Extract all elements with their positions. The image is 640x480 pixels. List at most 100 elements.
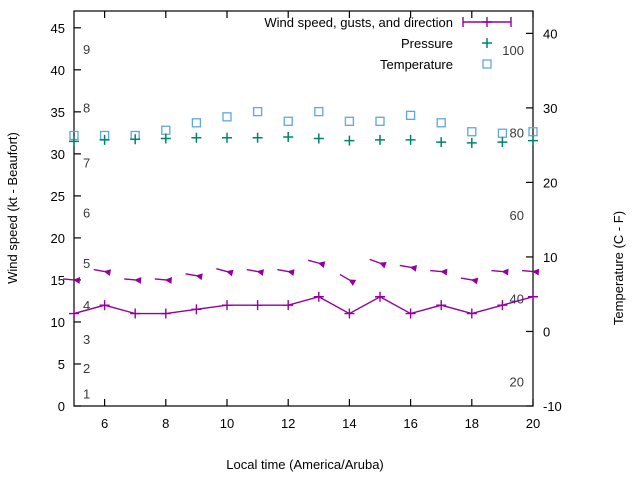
y2-tick-label: 0 [543, 324, 550, 339]
plot-frame [73, 10, 534, 407]
y2-tick-label: 20 [543, 175, 557, 190]
wind-speed-point [252, 300, 263, 311]
x-tick-label: 16 [403, 416, 417, 431]
wind-speed-line [73, 295, 534, 315]
arrow-head [195, 273, 203, 281]
pressure-point [344, 135, 355, 146]
y-tick-label: 0 [58, 399, 65, 414]
arrow-head [287, 269, 295, 276]
y-tick-label: 5 [58, 357, 65, 372]
wind-direction-arrow [62, 277, 81, 284]
y-tick-label: 45 [51, 21, 65, 36]
y-tick-label: 15 [51, 273, 65, 288]
wind-direction-arrow [430, 268, 448, 276]
wind-speed-point [436, 300, 447, 311]
wind-speed-point [130, 308, 141, 319]
pressure-point [99, 134, 110, 145]
x-tick-label: 8 [162, 416, 169, 431]
x-tick-label: 20 [526, 416, 540, 431]
wind-direction-arrow [491, 268, 509, 276]
arrow-head [225, 269, 234, 277]
beaufort-label: 1 [83, 386, 90, 401]
temperature-point [405, 110, 416, 120]
x-tick-label: 6 [101, 416, 108, 431]
y-tick-label: 25 [51, 189, 65, 204]
wind-direction-arrow [124, 277, 142, 284]
arrow-head [72, 277, 81, 284]
arrow-shaft [460, 277, 472, 281]
arrow-head [256, 269, 265, 276]
wind-direction-arrow [307, 259, 326, 268]
arrow-shaft [491, 269, 503, 273]
wind-speed-point [69, 308, 79, 319]
arrow-shaft [124, 278, 136, 281]
y2-tick-label: 10 [543, 250, 557, 265]
wind-speed-point [313, 291, 324, 302]
y-axis-left-labels: 0 5 10 15 20 25 30 35 40 45 [51, 21, 65, 414]
x-tick-label: 14 [342, 416, 356, 431]
beaufort-label: 6 [83, 206, 90, 221]
fahrenheit-label: 80 [510, 125, 524, 140]
x-axis-title: Local time (America/Aruba) [226, 457, 384, 472]
wind-speed-series [69, 291, 538, 319]
beaufort-label: 4 [83, 298, 90, 313]
temperature-point [467, 127, 477, 137]
pressure-point [497, 137, 508, 148]
arrow-head [164, 277, 172, 284]
pressure-point [528, 135, 538, 146]
y2-tick-label: 40 [543, 26, 557, 41]
arrow-head [348, 279, 357, 286]
arrow-head [470, 277, 479, 285]
beaufort-label: 3 [83, 332, 90, 347]
arrow-shaft [399, 264, 411, 269]
temperature-point [283, 116, 293, 126]
arrow-shaft [339, 273, 350, 281]
arrow-shaft [154, 278, 166, 281]
wind-direction-arrow [154, 277, 172, 284]
legend-label: Temperature [380, 57, 453, 72]
beaufort-label: 7 [83, 155, 90, 170]
fahrenheit-label: 60 [510, 208, 524, 223]
y2-tick-label: 30 [543, 101, 557, 116]
fahrenheit-label: 40 [510, 292, 524, 307]
wind-direction-arrow [277, 268, 295, 276]
pressure-point [375, 134, 385, 145]
arrow-shaft [216, 268, 228, 273]
fahrenheit-scale-labels: 20 40 60 80 100 [502, 43, 524, 390]
wind-speed-point [283, 300, 294, 311]
y-axis-right-title: Temperature (C - F) [611, 211, 626, 325]
y-tick-label: 40 [51, 63, 65, 78]
legend-marker [482, 17, 492, 27]
wind-gust-direction-series [62, 258, 540, 286]
pressure-point [436, 137, 447, 148]
y-tick-label: 35 [51, 105, 65, 120]
wind-direction-arrow [93, 268, 112, 276]
arrow-head [134, 277, 142, 284]
wind-speed-point [344, 308, 355, 319]
pressure-point [313, 133, 324, 144]
wind-direction-arrow [246, 268, 265, 276]
y-axis-right-ticks [526, 32, 533, 407]
pressure-point [160, 133, 171, 144]
arrow-shaft [277, 268, 289, 273]
wind-direction-arrow [460, 277, 479, 285]
beaufort-label: 9 [83, 42, 90, 57]
wind-direction-arrow [185, 273, 203, 281]
pressure-point [405, 134, 416, 145]
arrow-head [103, 269, 112, 276]
pressure-point [191, 132, 202, 143]
temperature-point [375, 116, 385, 126]
temperature-point [222, 112, 232, 122]
x-tick-label: 12 [281, 416, 295, 431]
temperature-point [252, 106, 263, 117]
arrow-head [440, 268, 448, 276]
y-axis-left-title: Wind speed (kt - Beaufort) [5, 132, 20, 284]
arrow-head [378, 261, 387, 269]
y-axis-left-ticks [74, 27, 81, 407]
pressure-point [69, 136, 79, 147]
x-axis-labels: 6 8 10 12 14 16 18 20 [101, 416, 540, 431]
arrow-shaft [93, 268, 105, 273]
wind-speed-point [375, 291, 385, 302]
wind-speed-point [528, 291, 538, 302]
wind-speed-point [191, 304, 202, 315]
